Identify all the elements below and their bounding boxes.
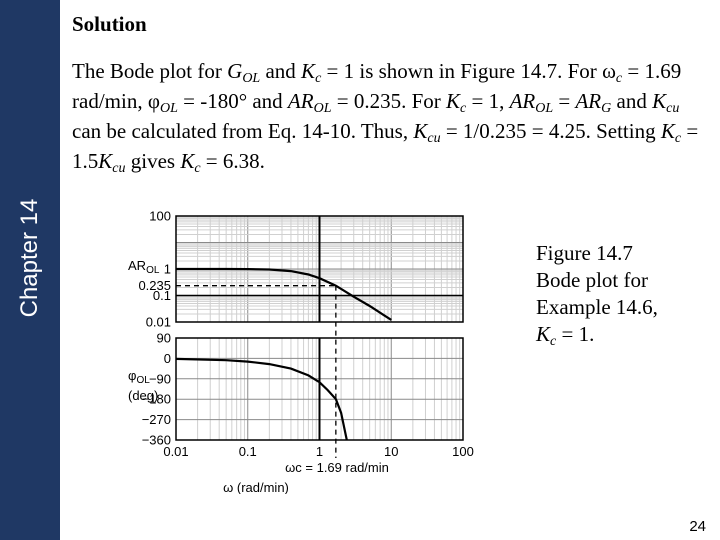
figure-caption: Figure 14.7 Bode plot for Example 14.6, … [536,240,706,349]
text-run: = 0.235. For [331,89,446,113]
phase-tick-label: 0 [164,351,171,366]
text-run: The Bode plot for [72,59,228,83]
phase-ylabel: φOL [128,368,150,386]
sub-c: c [460,101,467,116]
amplitude-ratio-curve [176,267,392,321]
x-tick-label: 100 [452,444,474,459]
sub-ol: OL [313,101,332,116]
sub-cu: cu [112,161,126,176]
sub-c: c [550,334,557,349]
caption-line: Figure 14.7 [536,241,633,265]
crossover-markers [176,216,463,458]
caption-line: Example 14.6, [536,295,658,319]
x-tick-labels: 0.01 0.1 1 10 100 [163,444,474,459]
caption-line: Kc = 1. [536,321,706,349]
ar-tick-label: 0.235 [138,278,171,293]
phi-symbol: φ [147,89,160,113]
caption-line: Bode plot for [536,268,648,292]
omega-symbol: ω [602,59,616,83]
ar-tick-label: 1 [164,262,171,277]
text-run: = 1.5 [72,119,699,173]
var-k: K [652,89,667,113]
text-run: = 1. [556,322,595,346]
text-run: = [553,89,576,113]
x-tick-label: 1 [316,444,323,459]
crossover-annotation: ωc = 1.69 rad/min [285,460,389,475]
text-run: and [611,89,653,113]
phase-tick-label: −360 [142,433,171,448]
bode-plot-figure: 100 1 0.235 0.1 0.01 90 0 −90 −180 −270 −360 0.01… [116,196,492,494]
ar-tick-label: 0.1 [153,288,171,303]
sub-c: c [674,131,682,146]
var-k: K [98,149,113,173]
var-ar: AR [575,89,602,113]
text-run: can be calculated from Eq. 14-10. Thus, [72,119,414,143]
var-ar: AR [287,89,314,113]
text-run: = 1 is shown in Figure 14.7. For [321,59,603,83]
sub-c: c [615,71,623,86]
slide-heading: Solution [72,12,147,36]
phase-ylabel-unit: (deg) [128,388,158,403]
phase-tick-label: 90 [157,331,171,346]
var-ar: AR [509,89,536,113]
text-run: gives [125,149,181,173]
x-tick-label: 0.1 [239,444,257,459]
text-run: and [260,59,302,83]
ar-tick-label: 0.01 [146,315,171,330]
ar-tick-label: 100 [149,209,171,224]
var-k: K [413,119,428,143]
text-run: = 6.38. [200,149,265,173]
var-k: K [446,89,461,113]
solution-paragraph: The Bode plot for GOL and Kc = 1 is show… [72,56,704,176]
sub-ol: OL [242,71,261,86]
var-k: K [301,59,316,83]
var-k: K [180,149,195,173]
text-run: = -180° and [177,89,288,113]
phase-tick-label: −180 [142,392,171,407]
x-tick-label: 0.01 [163,444,188,459]
phase-tick-label: −270 [142,412,171,427]
phase-tick-label: −90 [149,371,171,386]
sub-cu: cu [666,101,680,116]
sub-cu: cu [427,131,441,146]
var-g: G [227,59,243,83]
amplitude-ylabel: AROL [128,258,160,276]
sub-c: c [315,71,322,86]
var-k: K [660,119,675,143]
x-axis-label: ω (rad/min) [223,480,289,494]
text-run: = 1/0.235 = 4.25. Setting [440,119,661,143]
sub-ol: OL [535,101,554,116]
chapter-sidebar: Chapter 14 [0,0,60,540]
chapter-label: Chapter 14 [16,198,43,318]
sub-c: c [194,161,201,176]
text-run: = 1.69 rad/min, [72,59,682,113]
phase-y-tick-labels: 90 0 −90 −180 −270 −360 [142,331,171,448]
text-run: = 1, [466,89,510,113]
sub-ol: OL [159,101,178,116]
phase-angle-curve [175,357,348,441]
sub-g: G [601,101,612,116]
x-tick-label: 10 [384,444,398,459]
page-number: 24 [689,518,706,535]
var-k: K [536,322,551,346]
